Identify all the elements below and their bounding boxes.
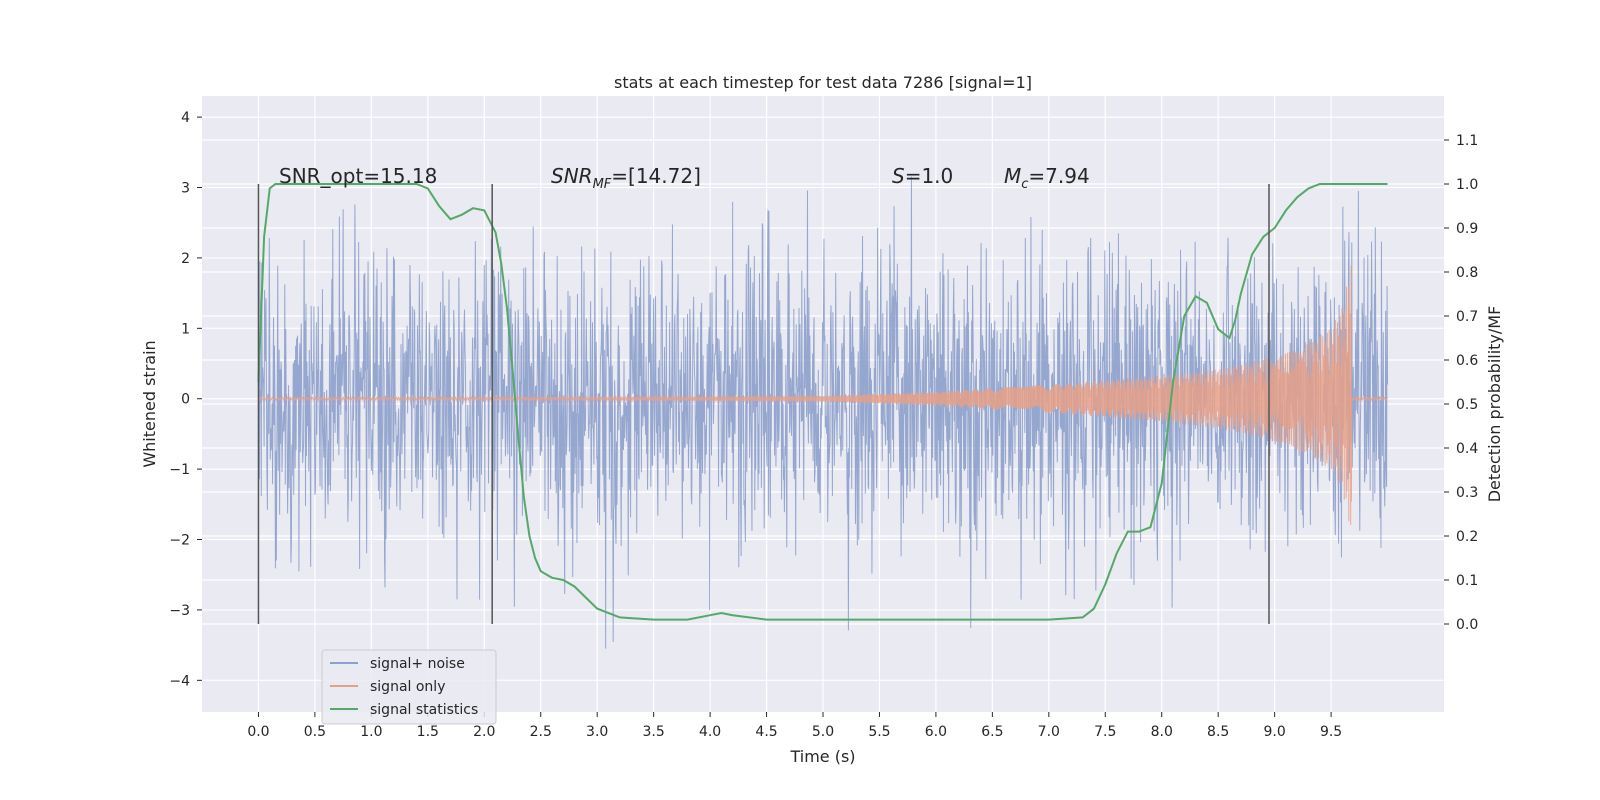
annotation-s: S=1.0 [892, 164, 953, 188]
legend: signal+ noise signal only signal statist… [321, 649, 497, 725]
annotation-mc-value: =7.94 [1028, 164, 1089, 188]
y-right-tick-label: 0.4 [1456, 441, 1478, 457]
x-tick-label: 2.0 [473, 724, 495, 740]
x-tick-label: 8.5 [1207, 724, 1229, 740]
x-tick-label: 4.5 [755, 724, 777, 740]
y-tick-label: 2 [181, 251, 190, 267]
y-axis-right: 1.1 1.0 0.9 0.8 0.7 0.6 0.5 0.4 0.3 0.2 0.1 0.0 [1444, 133, 1478, 633]
legend-label-statistics: signal statistics [370, 702, 478, 718]
annotation-s-var: S [892, 164, 905, 188]
x-tick-label: 2.5 [530, 724, 552, 740]
annotation-snr-mf: SNRMF=[14.72] [551, 164, 701, 192]
x-tick-label: 5.0 [812, 724, 834, 740]
y-right-tick-label: 0.6 [1456, 353, 1478, 369]
legend-box [321, 649, 497, 725]
annotation-mc: Mc=7.94 [1004, 164, 1090, 192]
y-right-tick-label: 0.8 [1456, 265, 1478, 281]
series-signal-only [257, 265, 1389, 525]
y-tick-label: −3 [169, 603, 190, 619]
series-signal-noise [257, 176, 1389, 649]
annotation-mc-var: M [1004, 164, 1021, 188]
legend-label-signal: signal only [370, 679, 445, 695]
annotation-snr-mf-value: =[14.72] [611, 164, 701, 188]
chart-title: stats at each timestep for test data 728… [614, 73, 1032, 92]
y-right-tick-label: 0.5 [1456, 397, 1478, 413]
y-tick-label: 0 [181, 392, 190, 408]
y-tick-label: −2 [169, 533, 190, 549]
y-right-tick-label: 0.2 [1456, 529, 1478, 545]
annotation-snr-mf-sub: MF [593, 177, 612, 192]
y-tick-label: −4 [169, 673, 190, 689]
x-tick-label: 3.5 [643, 724, 665, 740]
x-tick-label: 5.5 [868, 724, 890, 740]
x-tick-label: 9.0 [1264, 724, 1286, 740]
legend-label-noise: signal+ noise [370, 656, 465, 672]
x-tick-label: 1.0 [360, 724, 382, 740]
series-signal-statistics [257, 183, 1388, 621]
annotation-mc-sub: c [1021, 177, 1028, 192]
annotation-s-value: =1.0 [905, 164, 954, 188]
y-right-tick-label: 0.1 [1456, 573, 1478, 589]
x-tick-label: 0.0 [247, 724, 269, 740]
x-tick-label: 4.0 [699, 724, 721, 740]
y-right-tick-label: 1.1 [1456, 133, 1478, 149]
y-tick-label: 4 [181, 110, 190, 126]
y-right-tick-label: 1.0 [1456, 177, 1478, 193]
x-tick-label: 7.0 [1038, 724, 1060, 740]
y-axis-right-title: Detection probability/MF [1485, 306, 1504, 503]
plot-area [257, 176, 1389, 649]
x-tick-label: 6.5 [981, 724, 1003, 740]
y-axis-title: Whitened strain [140, 340, 159, 467]
annotation-snr-opt: SNR_opt=15.18 [279, 164, 437, 188]
y-right-tick-label: 0.7 [1456, 309, 1478, 325]
y-tick-label: 3 [181, 181, 190, 197]
y-tick-label: −1 [169, 462, 190, 478]
x-axis-title: Time (s) [789, 747, 855, 766]
annotation-snr-mf-var: SNR [551, 164, 593, 188]
x-tick-label: 6.0 [925, 724, 947, 740]
x-tick-label: 0.5 [304, 724, 326, 740]
x-tick-label: 7.5 [1094, 724, 1116, 740]
y-right-tick-label: 0.9 [1456, 221, 1478, 237]
y-right-tick-label: 0.0 [1456, 617, 1478, 633]
x-tick-label: 3.0 [586, 724, 608, 740]
vertical-markers [257, 184, 1270, 624]
y-tick-label: 1 [181, 321, 190, 337]
x-tick-label: 9.5 [1320, 724, 1342, 740]
x-tick-label: 8.0 [1151, 724, 1173, 740]
y-axis-left: 4 3 2 1 0 −1 −2 −3 −4 [169, 110, 202, 689]
x-tick-label: 1.5 [417, 724, 439, 740]
y-right-tick-label: 0.3 [1456, 485, 1478, 501]
x-axis: 0.0 0.5 1.0 1.5 2.0 2.5 3.0 3.5 4.0 4.5 5.0 5.5 6.0 6… [247, 712, 1342, 740]
